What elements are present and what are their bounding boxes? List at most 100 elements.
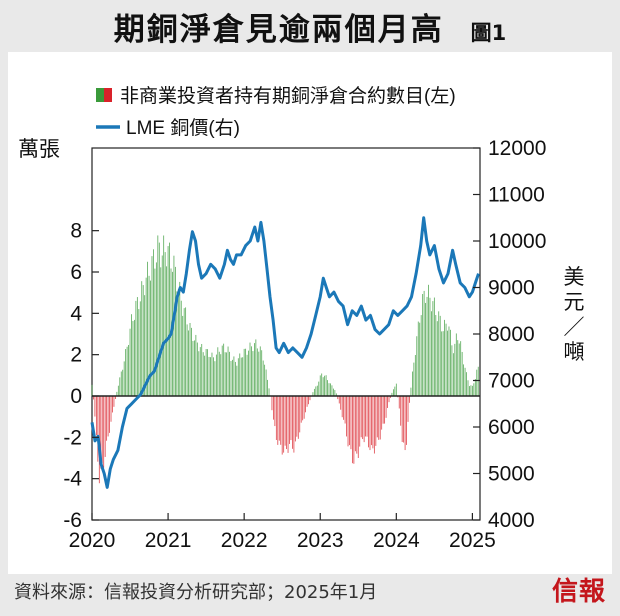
net-position-bar	[460, 341, 462, 396]
net-position-bar	[283, 396, 285, 453]
net-position-bar	[413, 362, 415, 396]
net-position-bar	[353, 396, 355, 464]
net-position-bar	[158, 242, 160, 396]
net-position-bar	[188, 330, 189, 396]
left-tick-label: 8	[70, 220, 82, 243]
net-position-bar	[189, 322, 191, 396]
net-position-bar	[321, 373, 323, 396]
legend-swatch-negative	[104, 88, 112, 102]
net-position-bar	[474, 379, 476, 396]
net-position-bar	[115, 396, 116, 399]
net-position-bar	[113, 396, 115, 407]
net-position-bar	[387, 396, 388, 408]
net-position-bar	[148, 275, 150, 396]
net-position-bar	[109, 396, 110, 433]
net-position-bar	[192, 340, 194, 396]
right-tick-label: 4000	[488, 509, 535, 532]
net-position-bar	[204, 355, 206, 396]
net-position-bar	[262, 360, 264, 396]
net-position-bar	[242, 357, 244, 396]
net-position-bar	[322, 377, 324, 396]
chart-legend: 非商業投資者持有期銅淨倉合約數目(左) LME 銅價(右)	[96, 85, 456, 139]
net-position-bar	[278, 396, 280, 441]
net-position-bar	[335, 393, 337, 396]
net-position-bar	[357, 396, 359, 458]
net-position-bar	[112, 396, 113, 413]
net-position-bar	[431, 311, 432, 396]
net-position-bar	[150, 280, 151, 396]
net-position-bar	[340, 396, 342, 410]
net-position-bar	[296, 396, 298, 437]
net-position-bar	[401, 396, 403, 442]
net-position-bar	[447, 330, 448, 396]
net-position-bar	[416, 336, 418, 396]
net-position-bar	[161, 255, 163, 396]
net-position-bar	[463, 364, 465, 396]
net-position-bar	[135, 300, 137, 396]
net-position-bar	[201, 343, 203, 396]
net-position-bar	[308, 396, 309, 405]
net-position-bar	[349, 396, 350, 446]
net-position-bar	[214, 361, 216, 396]
net-position-bar	[403, 396, 405, 443]
net-position-bar	[409, 396, 410, 403]
net-position-bar	[255, 339, 257, 396]
net-position-bar	[289, 396, 290, 444]
net-position-bar	[252, 351, 254, 396]
chart-axes: -6 -4 -2 0 2 4 6 8 4000 5000 6000 7000 8000 9000 10000…	[18, 137, 585, 552]
net-position-bar	[280, 396, 282, 445]
net-position-bar	[324, 375, 326, 396]
net-position-bar	[218, 351, 220, 396]
net-position-bar	[234, 361, 236, 396]
net-position-bar	[229, 351, 230, 396]
net-position-bar	[354, 396, 356, 452]
net-position-bar	[290, 396, 292, 441]
net-position-bar	[346, 396, 347, 437]
net-position-bar	[369, 396, 371, 451]
right-tick-label: 7000	[488, 370, 535, 393]
net-position-bar	[265, 369, 267, 396]
net-position-bar	[236, 365, 238, 396]
net-position-bar	[186, 324, 188, 396]
net-position-bar	[167, 246, 169, 396]
net-position-bar	[438, 311, 440, 396]
net-position-bar	[132, 321, 134, 396]
net-position-bar	[363, 396, 365, 443]
net-position-bar	[177, 288, 179, 396]
net-position-bar	[423, 290, 425, 396]
publisher-logo: 信報	[551, 577, 606, 607]
net-position-bar	[287, 396, 289, 453]
net-position-bar	[120, 371, 122, 396]
right-tick-label: 10000	[488, 230, 546, 253]
net-position-bar	[103, 396, 105, 468]
net-position-bar	[144, 295, 146, 396]
net-position-bar	[259, 346, 261, 396]
x-tick-label: 2020	[69, 529, 116, 552]
net-position-bar	[131, 314, 132, 396]
net-position-bar	[180, 300, 182, 396]
net-position-bar	[245, 348, 247, 396]
net-position-bar	[220, 354, 222, 396]
net-position-bar	[198, 351, 200, 396]
net-position-bar	[309, 396, 311, 401]
net-position-bar	[448, 326, 450, 396]
net-position-bar	[281, 396, 283, 455]
net-position-bar	[176, 291, 178, 396]
net-position-bar	[256, 348, 258, 396]
net-position-bar	[414, 355, 416, 396]
net-position-bar	[194, 340, 195, 396]
net-position-bar	[182, 315, 184, 396]
left-tick-label: -2	[63, 426, 82, 449]
right-tick-label: 5000	[488, 463, 535, 486]
net-position-bar	[433, 297, 435, 396]
net-position-bar	[139, 301, 141, 396]
net-position-bar	[145, 277, 147, 396]
net-position-bar	[419, 322, 421, 396]
net-position-bar	[444, 319, 445, 396]
net-position-bar	[195, 334, 197, 396]
net-position-bar	[207, 349, 208, 396]
source-note: 資料來源：信報投資分析研究部；2025年1月	[14, 582, 378, 603]
net-position-bar	[101, 396, 103, 464]
net-position-bar	[428, 284, 429, 396]
net-position-bar	[471, 385, 473, 396]
